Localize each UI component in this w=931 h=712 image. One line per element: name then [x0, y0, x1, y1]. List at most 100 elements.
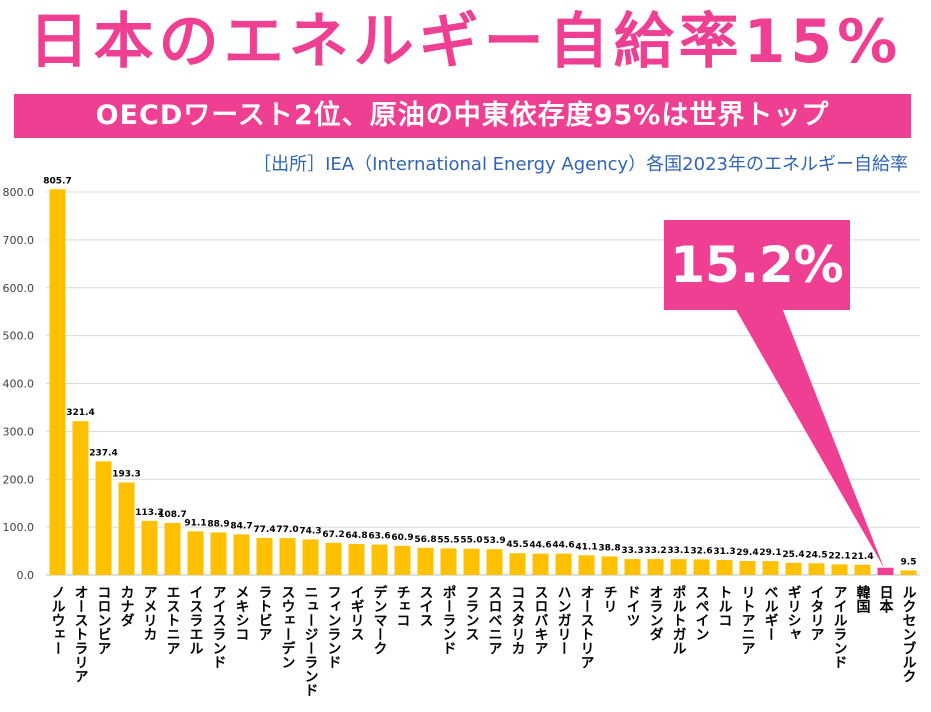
bar [785, 562, 802, 575]
bar [808, 563, 825, 575]
category-label: フランス [464, 585, 480, 641]
category-label: チェコ [395, 585, 411, 627]
category-label: リトアニア [740, 585, 756, 655]
bar [647, 559, 664, 575]
bar [279, 538, 296, 575]
value-label: 38.8 [598, 543, 620, 553]
category-label: スロバキア [533, 585, 549, 655]
value-label: 41.1 [575, 542, 597, 552]
bar [693, 559, 710, 575]
bar [624, 559, 641, 575]
value-label: 84.7 [230, 521, 252, 531]
bar [325, 542, 342, 575]
category-label: 日本 [878, 585, 894, 614]
bar [141, 520, 158, 575]
category-label: チリ [602, 585, 618, 613]
value-label: 77.4 [253, 525, 275, 535]
category-label: コロンビア [96, 585, 112, 655]
value-label: 88.9 [207, 519, 229, 529]
value-label: 22.1 [828, 551, 850, 561]
value-label: 33.1 [667, 546, 689, 556]
y-tick-label: 200.0 [3, 473, 35, 486]
subtitle-banner: OECDワースト2位、原油の中東依存度95%は世界トップ [14, 94, 911, 138]
page-title: 日本のエネルギー自給率15% [28, 7, 903, 77]
value-label: 64.8 [345, 531, 367, 541]
bar [95, 461, 112, 575]
category-label: ギリシャ [786, 585, 802, 641]
category-label: スペイン [694, 585, 710, 641]
y-tick-label: 500.0 [3, 330, 35, 343]
bar [601, 556, 618, 575]
category-label: コスタリカ [510, 585, 526, 655]
value-label: 108.7 [158, 510, 186, 520]
bar [670, 559, 687, 575]
bar [348, 543, 365, 575]
bar [394, 545, 411, 575]
value-label: 44.6 [529, 541, 551, 551]
callout-pointer [735, 308, 884, 568]
bar [164, 522, 181, 575]
bar [187, 531, 204, 575]
category-label: ハンガリー [556, 585, 572, 655]
bar [302, 539, 319, 575]
value-label: 55.0 [460, 536, 482, 546]
value-label: 67.2 [322, 530, 344, 540]
value-label: 33.2 [644, 546, 666, 556]
category-label: アメリカ [142, 585, 158, 641]
value-label: 55.5 [437, 535, 459, 545]
category-label: イギリス [349, 585, 365, 641]
bar [739, 560, 756, 575]
category-label: ベルギー [763, 585, 779, 641]
category-label: ポルトガル [671, 585, 687, 655]
bar [118, 482, 135, 575]
source-note: ［出所］IEA（International Energy Agency）各国20… [253, 154, 908, 175]
category-label: ノルウェー [50, 585, 66, 655]
bar [256, 537, 273, 575]
category-label: デンマーク [372, 584, 388, 655]
value-label: 193.3 [112, 469, 140, 479]
value-label: 74.3 [299, 526, 321, 536]
value-label: 321.4 [66, 408, 94, 418]
category-label: オーストリア [579, 585, 595, 669]
value-label: 45.5 [506, 540, 528, 550]
category-label: オランダ [648, 585, 664, 641]
y-tick-label: 100.0 [3, 521, 35, 534]
bars [49, 189, 917, 575]
value-label: 25.4 [782, 550, 804, 560]
category-label: トルコ [717, 585, 733, 627]
bar [555, 553, 572, 575]
value-label: 91.1 [184, 518, 206, 528]
category-label: フィンランド [326, 585, 342, 669]
bar [210, 532, 227, 575]
bar [900, 570, 917, 575]
value-label: 32.6 [690, 546, 712, 556]
bar [440, 548, 457, 575]
category-label: イスラエル [188, 585, 204, 655]
bar [371, 544, 388, 575]
bar [233, 534, 250, 575]
category-label: ルクセンブルク [901, 585, 917, 683]
value-label: 31.3 [713, 547, 735, 557]
value-label: 53.9 [483, 536, 505, 546]
category-label: スロベニア [487, 585, 503, 655]
bar [762, 561, 779, 575]
category-label: 韓国 [855, 584, 871, 614]
value-label: 44.6 [552, 541, 574, 551]
value-label: 113.2 [135, 508, 163, 518]
y-tick-label: 600.0 [3, 282, 35, 295]
value-label: 33.3 [621, 546, 643, 556]
category-label: イタリア [809, 585, 825, 641]
japan-callout: 15.2% [664, 220, 850, 310]
bar [532, 553, 549, 575]
category-label: ポーランド [441, 585, 457, 655]
y-tick-label: 800.0 [3, 186, 35, 199]
y-tick-label: 700.0 [3, 234, 35, 247]
bar [417, 547, 434, 575]
category-label: メキシコ [234, 585, 250, 641]
category-label: ニュージーランド [303, 585, 319, 697]
bar [831, 564, 848, 575]
bar [486, 549, 503, 575]
bar [578, 555, 595, 575]
